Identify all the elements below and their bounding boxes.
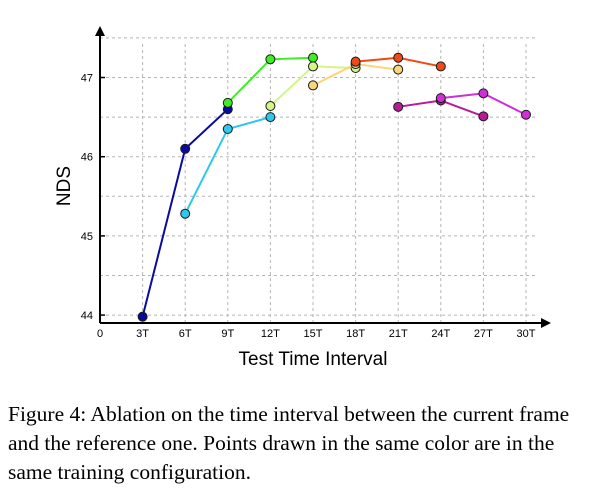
x-tick-label: 12T [261, 328, 280, 340]
series-group [137, 52, 531, 322]
x-axis-title: Test Time Interval [239, 349, 388, 370]
figure-caption: Figure 4: Ablation on the time interval … [8, 402, 570, 484]
data-point [393, 64, 404, 75]
data-point [393, 101, 404, 112]
axes [95, 26, 551, 328]
y-tick-label: 46 [81, 152, 93, 164]
chart: 0 3T 6T 9T 12T 15T 18T 21T 24T 27T 30T 44 45 46 47 Te… [54, 26, 551, 370]
y-tick-label: 47 [81, 73, 93, 85]
y-axis-title: NDS [54, 166, 75, 206]
x-tick-label: 24T [431, 328, 450, 340]
data-point [180, 143, 191, 154]
series-2 [180, 112, 276, 219]
y-tick-label: 45 [81, 231, 93, 243]
data-point [265, 112, 276, 123]
data-point [350, 56, 361, 67]
data-point [308, 80, 318, 91]
x-tick-label: 0 [97, 328, 103, 340]
data-point [478, 111, 489, 122]
x-tick-label: 15T [304, 328, 323, 340]
data-point [265, 54, 276, 65]
x-tick-label: 9T [221, 328, 234, 340]
series-3 [222, 52, 318, 108]
data-point [222, 97, 233, 108]
x-ticks: 0 3T 6T 9T 12T 15T 18T 21T 24T 27T 30T [97, 328, 536, 340]
data-point [435, 61, 446, 72]
data-point [180, 208, 191, 219]
y-axis-arrow [95, 26, 105, 36]
data-point [222, 123, 233, 134]
x-tick-label: 21T [389, 328, 408, 340]
series-1 [137, 104, 233, 322]
x-tick-label: 27T [474, 328, 493, 340]
data-point [265, 101, 276, 112]
y-ticks: 44 45 46 47 [81, 73, 105, 322]
x-tick-label: 3T [136, 328, 149, 340]
series-8 [435, 88, 531, 120]
data-point [308, 52, 318, 63]
data-point [393, 52, 404, 63]
x-tick-label: 30T [517, 328, 536, 340]
x-tick-label: 18T [346, 328, 365, 340]
data-point [521, 109, 531, 120]
data-point [137, 311, 148, 322]
x-tick-label: 6T [179, 328, 192, 340]
data-point [435, 93, 446, 104]
data-point [478, 88, 489, 99]
grid [100, 37, 538, 323]
data-point [308, 61, 318, 72]
series-6 [350, 52, 446, 72]
x-axis-arrow [541, 318, 551, 328]
y-tick-label: 44 [81, 310, 93, 322]
